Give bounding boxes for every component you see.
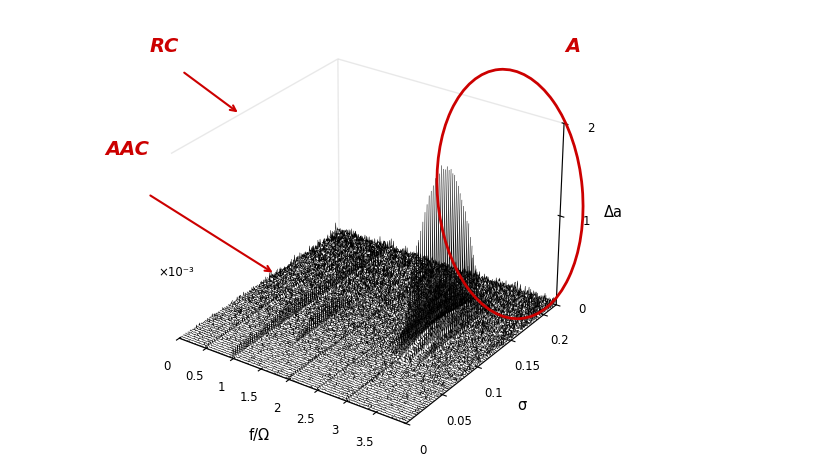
- Text: ×10⁻³: ×10⁻³: [158, 266, 194, 279]
- Text: RC: RC: [150, 37, 179, 56]
- Text: AAC: AAC: [105, 140, 149, 159]
- X-axis label: f/Ω: f/Ω: [248, 427, 269, 442]
- Text: A: A: [564, 37, 580, 56]
- Y-axis label: σ: σ: [516, 397, 526, 412]
